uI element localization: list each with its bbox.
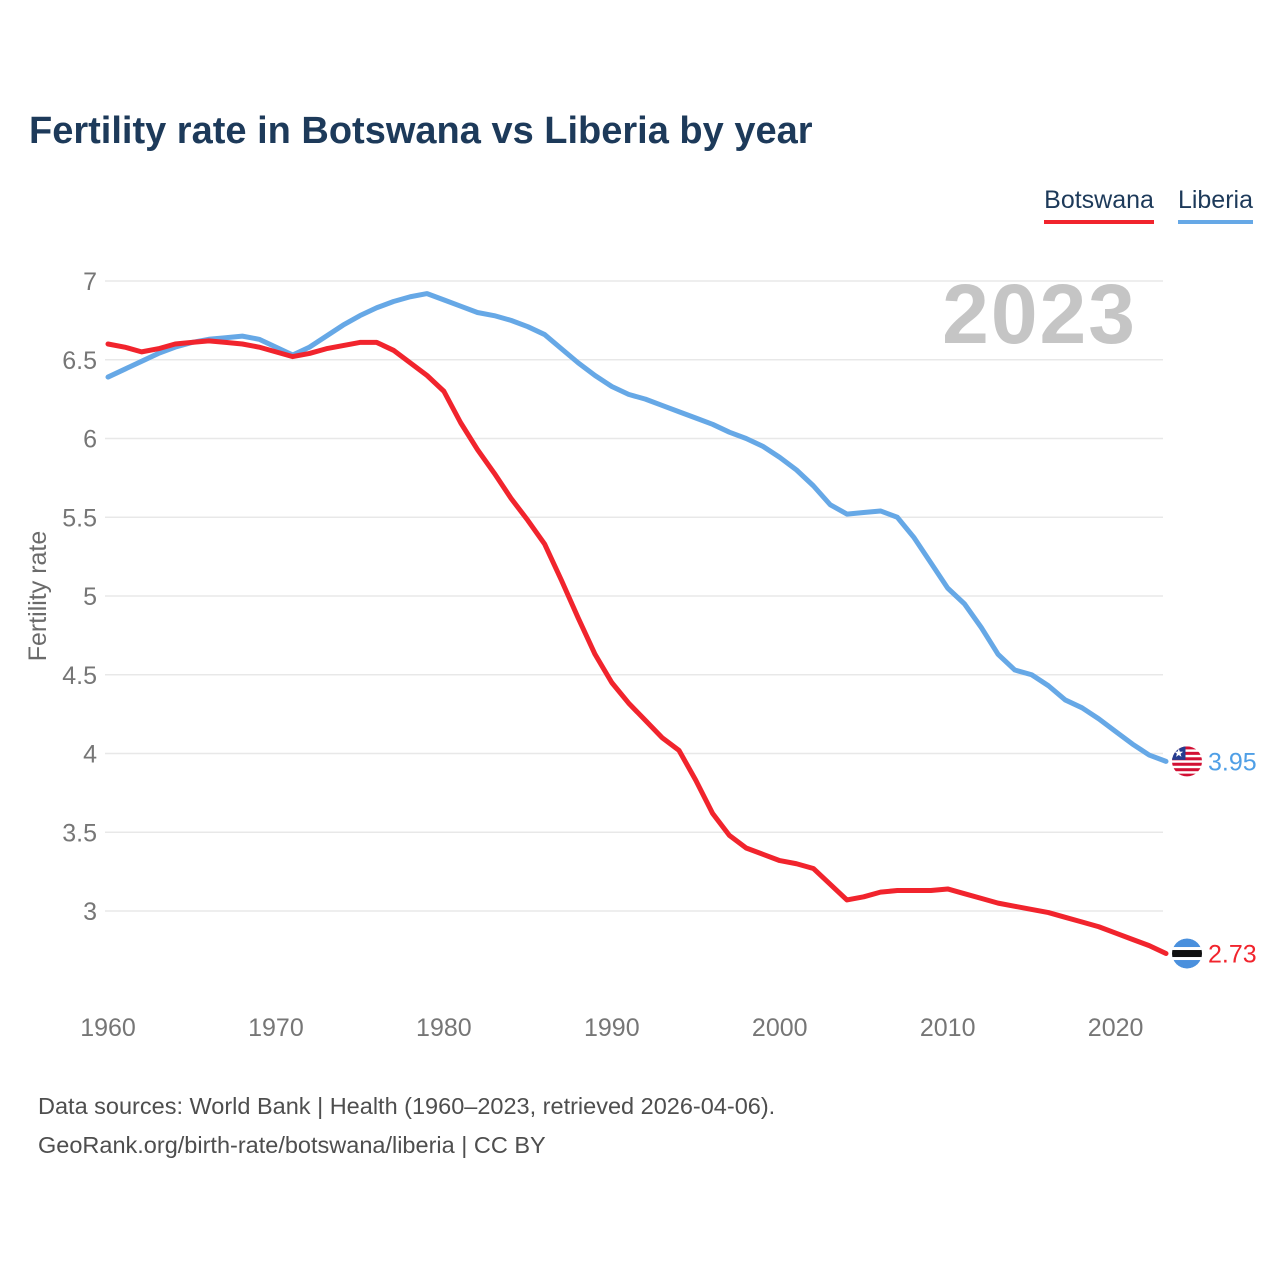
end-value-liberia: 3.95 bbox=[1208, 748, 1257, 776]
y-tick-label: 4 bbox=[83, 741, 97, 769]
data-series bbox=[105, 291, 1169, 957]
chart-legend: Botswana Liberia bbox=[1044, 186, 1253, 224]
footer-sources-line: Data sources: World Bank | Health (1960–… bbox=[38, 1093, 776, 1119]
footer-attribution-line: GeoRank.org/birth-rate/botswana/liberia … bbox=[38, 1131, 546, 1158]
x-tick-label: 2010 bbox=[920, 1014, 976, 1042]
x-tick-label: 2000 bbox=[752, 1014, 808, 1042]
series-line-botswana bbox=[105, 338, 1169, 957]
y-tick-label: 3.5 bbox=[62, 819, 97, 847]
y-tick-label: 6.5 bbox=[62, 347, 97, 375]
y-tick-label: 4.5 bbox=[62, 662, 97, 690]
y-tick-label: 3 bbox=[83, 898, 97, 926]
legend-item-liberia[interactable]: Liberia bbox=[1177, 186, 1253, 224]
x-axis-tick-labels: 1960 1970 1980 1990 2000 2010 2020 bbox=[80, 1014, 1143, 1042]
x-tick-label: 1960 bbox=[80, 1014, 136, 1042]
gridlines bbox=[105, 280, 1163, 912]
x-tick-label: 1990 bbox=[584, 1014, 640, 1042]
botswana-flag-icon bbox=[1172, 938, 1202, 969]
legend-item-botswana[interactable]: Botswana bbox=[1044, 186, 1154, 224]
x-tick-label: 2020 bbox=[1088, 1014, 1144, 1042]
page-title: Fertility rate in Botswana vs Liberia by… bbox=[29, 110, 813, 152]
y-axis-title: Fertility rate bbox=[24, 531, 52, 662]
x-tick-label: 1980 bbox=[416, 1014, 472, 1042]
y-tick-label: 7 bbox=[83, 268, 97, 296]
end-value-botswana: 2.73 bbox=[1208, 941, 1257, 969]
y-tick-label: 5.5 bbox=[62, 504, 97, 532]
y-tick-label: 5 bbox=[83, 583, 97, 611]
liberia-flag-icon bbox=[1172, 746, 1202, 777]
series-end-labels: 3.95 2.73 bbox=[1172, 746, 1257, 969]
y-axis-tick-labels: 3 3.5 4 4.5 5 5.5 6 6.5 7 bbox=[62, 268, 97, 926]
chart-footer: Data sources: World Bank | Health (1960–… bbox=[38, 1087, 775, 1164]
year-watermark: 2023 bbox=[942, 267, 1137, 361]
series-line-liberia bbox=[105, 291, 1169, 764]
x-tick-label: 1970 bbox=[248, 1014, 304, 1042]
y-tick-label: 6 bbox=[83, 426, 97, 454]
